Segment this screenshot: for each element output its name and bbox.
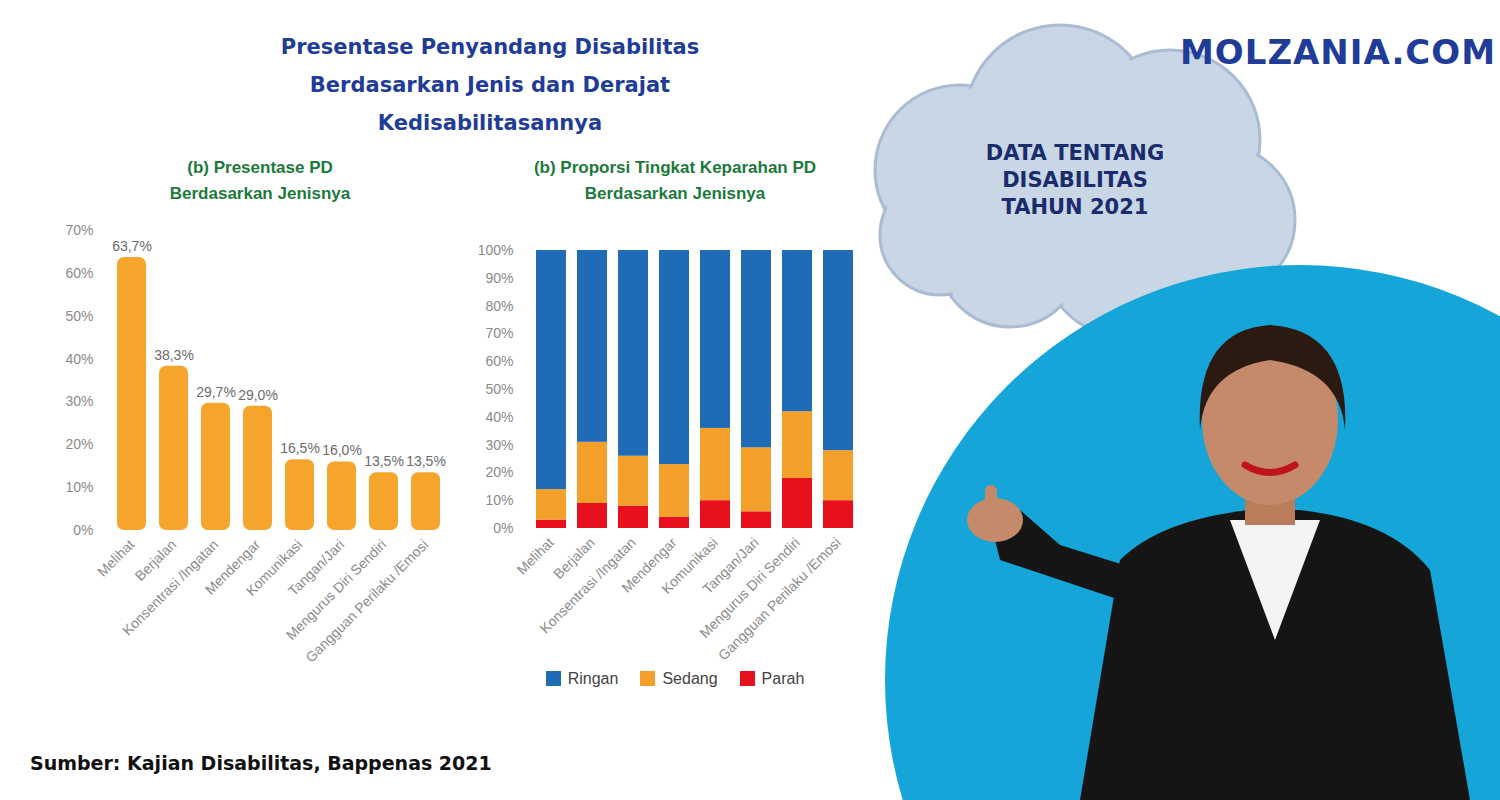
svg-text:20%: 20% — [65, 436, 93, 452]
svg-text:Berjalan: Berjalan — [131, 536, 180, 584]
svg-text:70%: 70% — [65, 222, 93, 238]
svg-text:10%: 10% — [65, 479, 93, 495]
svg-text:16,0%: 16,0% — [322, 442, 362, 458]
svg-text:30%: 30% — [485, 437, 513, 453]
svg-text:Gangguan Perilaku /Emosi: Gangguan Perilaku /Emosi — [715, 534, 844, 663]
svg-text:Melihat: Melihat — [513, 534, 557, 578]
svg-text:40%: 40% — [65, 351, 93, 367]
svg-text:Melihat: Melihat — [94, 536, 138, 580]
svg-text:Berjalan: Berjalan — [550, 534, 598, 582]
svg-text:50%: 50% — [485, 381, 513, 397]
html-text:Sedang: Sedang — [662, 670, 718, 687]
svg-text:13,5%: 13,5% — [364, 453, 404, 469]
svg-text:50%: 50% — [65, 308, 93, 324]
svg-text:80%: 80% — [485, 298, 513, 314]
svg-text:29,7%: 29,7% — [196, 384, 236, 400]
svg-text:38,3%: 38,3% — [154, 347, 194, 363]
svg-text:100%: 100% — [478, 242, 514, 258]
svg-text:Mengurus Diri Sendiri: Mengurus Diri Sendiri — [696, 534, 803, 641]
svg-text:30%: 30% — [65, 393, 93, 409]
svg-text:Mengurus Diri Sendiri: Mengurus Diri Sendiri — [282, 536, 390, 643]
svg-text:70%: 70% — [485, 325, 513, 341]
svg-text:Komunikasi: Komunikasi — [242, 536, 306, 599]
svg-text:Komunikasi: Komunikasi — [658, 534, 721, 597]
svg-text:20%: 20% — [485, 464, 513, 480]
html-text:Ringan: Ringan — [567, 670, 619, 687]
svg-text:0%: 0% — [493, 520, 513, 536]
svg-text:13,5%: 13,5% — [406, 453, 446, 469]
svg-text:Tangan/Jari: Tangan/Jari — [284, 536, 348, 599]
svg-text:Tangan/Jari: Tangan/Jari — [699, 534, 762, 597]
svg-text:60%: 60% — [485, 353, 513, 369]
svg-text:29,0%: 29,0% — [238, 387, 278, 403]
html-text:DATA TENTANG DISABILITAS TAHUN: DATA TENTANG DISABILITAS TAHUN 2021 — [985, 141, 1165, 219]
svg-text:Konsentrasi /Ingatan: Konsentrasi /Ingatan — [119, 536, 222, 639]
svg-text:Mendengar: Mendengar — [618, 534, 680, 596]
html-text:Sumber: Kajian Disabilitas, Ba: Sumber: Kajian Disabilitas, Bappenas 202… — [30, 752, 492, 774]
html-text:MOLZANIA.COM: MOLZANIA.COM — [1180, 32, 1496, 72]
html-text:Parah: Parah — [761, 670, 805, 687]
svg-text:0%: 0% — [73, 522, 93, 538]
svg-text:16,5%: 16,5% — [280, 440, 320, 456]
svg-text:60%: 60% — [65, 265, 93, 281]
svg-text:63,7%: 63,7% — [112, 238, 152, 254]
svg-text:90%: 90% — [485, 270, 513, 286]
svg-text:40%: 40% — [485, 409, 513, 425]
svg-text:10%: 10% — [485, 492, 513, 508]
html-text:(b) Proporsi Tingkat Keparahan: (b) Proporsi Tingkat Keparahan PD Berdas… — [533, 158, 817, 203]
html-text:Presentase Penyandang Disabili: Presentase Penyandang Disabilitas Berdas… — [280, 35, 700, 135]
svg-text:Mendengar: Mendengar — [201, 536, 264, 598]
svg-text:Gangguan Perilaku /Emosi: Gangguan Perilaku /Emosi — [302, 536, 431, 665]
svg-text:Konsentrasi /Ingatan: Konsentrasi /Ingatan — [536, 534, 639, 637]
html-text:(b) Presentase PD Berdasarkan: (b) Presentase PD Berdasarkan Jenisnya — [169, 158, 351, 203]
